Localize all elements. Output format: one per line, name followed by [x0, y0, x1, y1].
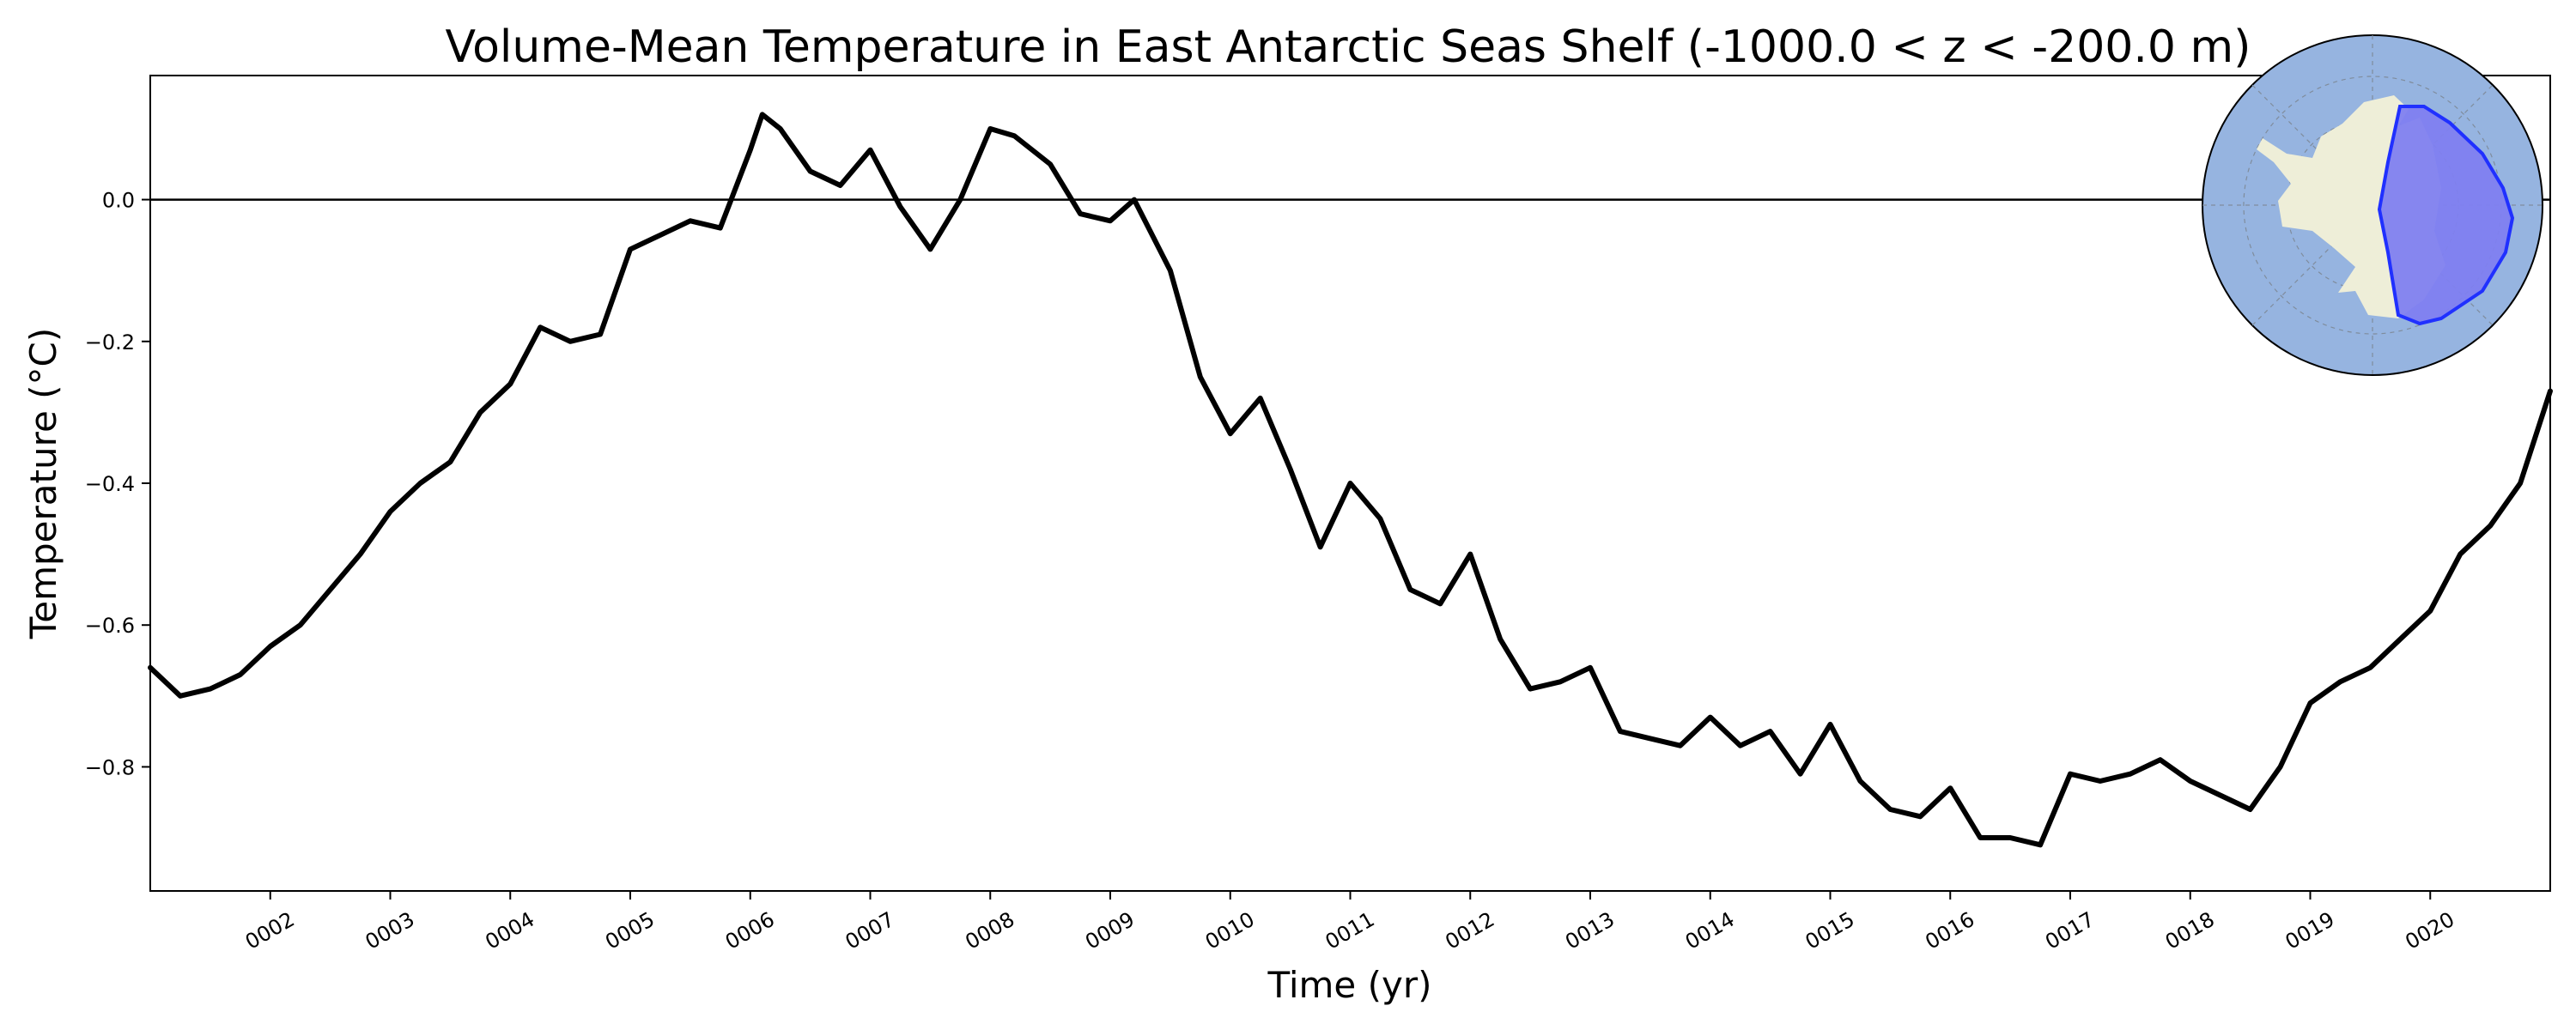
x-tick-label: 0016 [1921, 907, 1978, 954]
x-tick-label: 0006 [721, 907, 779, 954]
x-tick-label: 0020 [2401, 907, 2458, 954]
x-tick-label: 0019 [2281, 907, 2339, 954]
x-tick-label: 0017 [2041, 907, 2099, 954]
x-tick-label: 0009 [1081, 907, 1139, 954]
x-tick-label: 0004 [481, 907, 538, 954]
inset-east-antarctic-region [2377, 105, 2515, 326]
antarctica-inset-map [2202, 34, 2543, 376]
x-tick-label: 0002 [241, 907, 299, 954]
y-tick-label: −0.6 [85, 614, 135, 638]
x-axis-label: Time (yr) [1267, 964, 1431, 1006]
plot-area [148, 75, 2553, 892]
y-tick-label: 0.0 [102, 189, 135, 213]
y-tick-label: −0.4 [85, 472, 135, 496]
x-tick-label: 0015 [1801, 907, 1859, 954]
x-tick-label: 0008 [961, 907, 1018, 954]
x-tick-label: 0018 [2161, 907, 2219, 954]
x-tick-label: 0014 [1681, 907, 1739, 954]
x-tick-label: 0005 [601, 907, 659, 954]
x-tick-label: 0012 [1441, 907, 1498, 954]
series-line-temperature [148, 112, 2553, 848]
y-tick-label: −0.2 [85, 330, 135, 354]
y-axis-label: Temperature (°C) [22, 328, 64, 640]
x-tick-label: 0013 [1561, 907, 1619, 954]
x-axis-ticks: 0002 0003 0004 0005 0006 0007 0008 0009 0010 0011… [241, 891, 2458, 954]
y-tick-label: −0.8 [85, 755, 135, 779]
chart-title: Volume-Mean Temperature in East Antarcti… [446, 21, 2251, 73]
x-tick-label: 0007 [841, 907, 899, 954]
x-tick-label: 0011 [1321, 907, 1379, 954]
y-axis-ticks: 0.0 −0.2 −0.4 −0.6 −0.8 [85, 189, 150, 779]
x-tick-label: 0003 [361, 907, 419, 954]
x-tick-label: 0010 [1201, 907, 1259, 954]
